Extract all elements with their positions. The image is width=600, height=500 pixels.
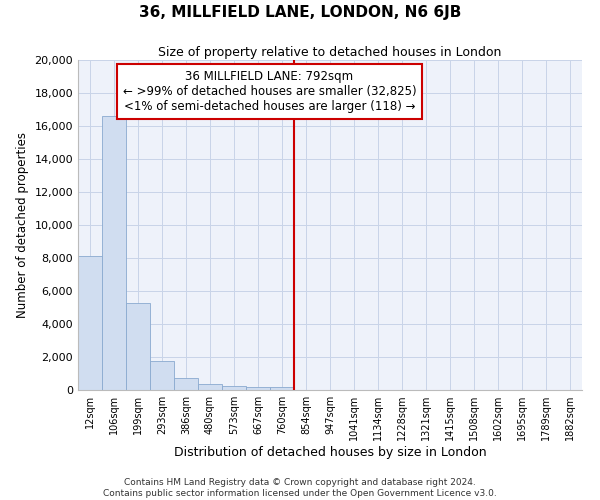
Bar xyxy=(246,387,270,390)
Text: 36, MILLFIELD LANE, LONDON, N6 6JB: 36, MILLFIELD LANE, LONDON, N6 6JB xyxy=(139,5,461,20)
Text: 36 MILLFIELD LANE: 792sqm
← >99% of detached houses are smaller (32,825)
<1% of : 36 MILLFIELD LANE: 792sqm ← >99% of deta… xyxy=(123,70,416,113)
Bar xyxy=(78,256,102,390)
X-axis label: Distribution of detached houses by size in London: Distribution of detached houses by size … xyxy=(173,446,487,459)
Bar xyxy=(270,387,294,390)
Y-axis label: Number of detached properties: Number of detached properties xyxy=(16,132,29,318)
Bar xyxy=(126,302,150,390)
Text: Contains HM Land Registry data © Crown copyright and database right 2024.
Contai: Contains HM Land Registry data © Crown c… xyxy=(103,478,497,498)
Bar xyxy=(150,361,174,390)
Title: Size of property relative to detached houses in London: Size of property relative to detached ho… xyxy=(158,46,502,59)
Bar xyxy=(222,386,246,390)
Bar xyxy=(174,378,198,390)
Bar xyxy=(102,116,126,390)
Bar xyxy=(198,384,222,390)
